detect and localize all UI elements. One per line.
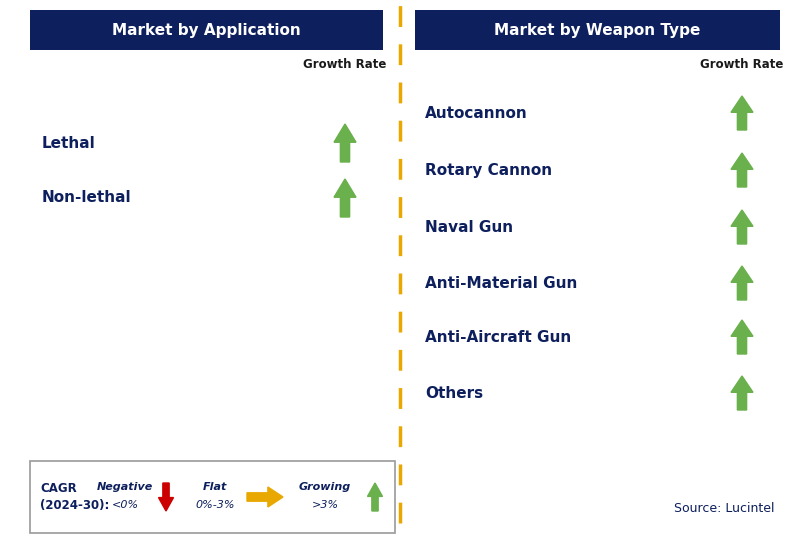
Polygon shape [334,179,356,217]
Text: Source: Lucintel: Source: Lucintel [674,502,775,514]
Polygon shape [159,483,174,511]
Polygon shape [731,153,753,187]
Text: Market by Application: Market by Application [112,23,301,38]
Text: Others: Others [425,385,483,400]
Text: (2024-30):: (2024-30): [40,499,109,513]
Polygon shape [731,266,753,300]
Polygon shape [334,124,356,162]
Text: Naval Gun: Naval Gun [425,220,513,234]
Text: Non-lethal: Non-lethal [42,190,132,206]
Text: Growing: Growing [299,482,351,492]
Text: Anti-Material Gun: Anti-Material Gun [425,275,577,290]
Text: Market by Weapon Type: Market by Weapon Type [494,23,701,38]
Text: Negative: Negative [97,482,153,492]
Text: Growth Rate: Growth Rate [304,59,387,71]
Text: Anti-Aircraft Gun: Anti-Aircraft Gun [425,330,571,345]
Bar [30,461,395,533]
Polygon shape [367,483,383,511]
Polygon shape [731,96,753,130]
Text: CAGR: CAGR [40,483,77,495]
Text: Growth Rate: Growth Rate [701,59,783,71]
Bar [415,10,780,50]
Text: Lethal: Lethal [42,135,96,150]
Text: >3%: >3% [312,500,339,510]
Text: Autocannon: Autocannon [425,106,528,121]
Polygon shape [247,487,283,507]
Bar [30,10,383,50]
Polygon shape [731,376,753,410]
Text: <0%: <0% [112,500,139,510]
Text: 0%-3%: 0%-3% [195,500,235,510]
Polygon shape [731,320,753,354]
Text: Flat: Flat [202,482,227,492]
Polygon shape [731,210,753,244]
Text: Rotary Cannon: Rotary Cannon [425,163,552,178]
